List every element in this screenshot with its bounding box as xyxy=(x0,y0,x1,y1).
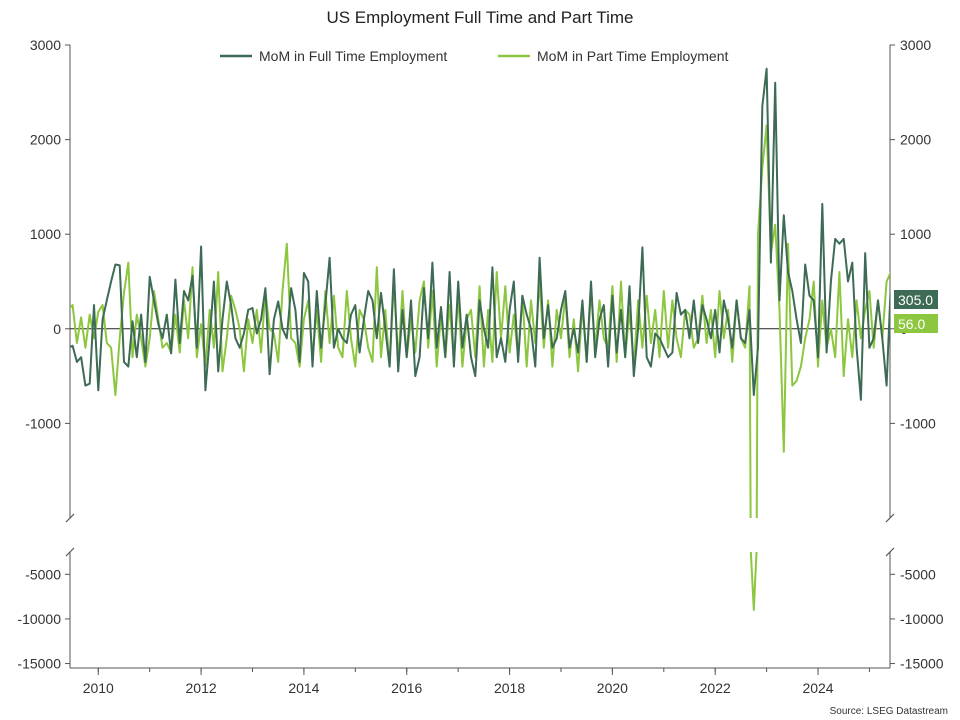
series-full-time xyxy=(68,67,960,545)
x-tick-label: 2020 xyxy=(597,680,628,696)
legend-label: MoM in Part Time Employment xyxy=(537,48,728,64)
badge-value: 305.0 xyxy=(898,292,933,308)
badge-value: 56.0 xyxy=(898,316,925,332)
x-tick-label: 2010 xyxy=(83,680,114,696)
x-tick-label: 2018 xyxy=(494,680,525,696)
y-tick-label-left: 0 xyxy=(53,321,61,337)
series-line-lower xyxy=(68,505,960,545)
series-layer xyxy=(68,67,960,611)
source-note: Source: LSEG Datastream xyxy=(830,706,948,717)
y-tick-label-left: 3000 xyxy=(30,37,61,53)
chart-title: US Employment Full Time and Part Time xyxy=(326,8,633,27)
badge-bg xyxy=(894,314,938,333)
y-tick-label-left: -15000 xyxy=(17,656,61,672)
axis-break-mark xyxy=(65,513,75,523)
x-tick-label: 2024 xyxy=(802,680,833,696)
legend-label: MoM in Full Time Employment xyxy=(259,48,447,64)
badge-bg xyxy=(894,290,938,309)
y-tick-label-left: 1000 xyxy=(30,226,61,242)
last-value-badge: 305.0 xyxy=(894,290,938,309)
axis-break-mark xyxy=(885,547,895,557)
x-tick-label: 2012 xyxy=(186,680,217,696)
y-tick-label-right: -15000 xyxy=(900,656,944,672)
y-tick-label-right: 2000 xyxy=(900,132,931,148)
chart-legend: MoM in Full Time Employment MoM in Part T… xyxy=(220,48,728,64)
y-tick-label-right: -5000 xyxy=(900,566,936,582)
y-tick-label-right: -10000 xyxy=(900,611,944,627)
y-tick-label-left: -10000 xyxy=(17,611,61,627)
last-value-badges: 305.0 56.0 xyxy=(894,290,938,333)
legend-item: MoM in Full Time Employment xyxy=(220,48,447,64)
y-tick-label-right: 3000 xyxy=(900,37,931,53)
y-tick-label-left: -1000 xyxy=(25,415,61,431)
x-tick-label: 2022 xyxy=(700,680,731,696)
last-value-badge: 56.0 xyxy=(894,314,938,333)
series-line-upper xyxy=(70,124,890,518)
axes: 30003000200020001000100000-1000-1000-500… xyxy=(17,37,943,696)
x-tick-label: 2016 xyxy=(391,680,422,696)
series-line-lower xyxy=(749,552,758,611)
y-tick-label-right: -1000 xyxy=(900,415,936,431)
series-part-time xyxy=(70,124,890,611)
x-tick-label: 2014 xyxy=(288,680,319,696)
legend-item: MoM in Part Time Employment xyxy=(498,48,728,64)
axis-break-mark xyxy=(65,547,75,557)
y-tick-label-left: -5000 xyxy=(25,566,61,582)
series-line-upper xyxy=(70,67,890,401)
y-tick-label-left: 2000 xyxy=(30,132,61,148)
axis-break-mark xyxy=(885,513,895,523)
y-tick-label-right: 1000 xyxy=(900,226,931,242)
